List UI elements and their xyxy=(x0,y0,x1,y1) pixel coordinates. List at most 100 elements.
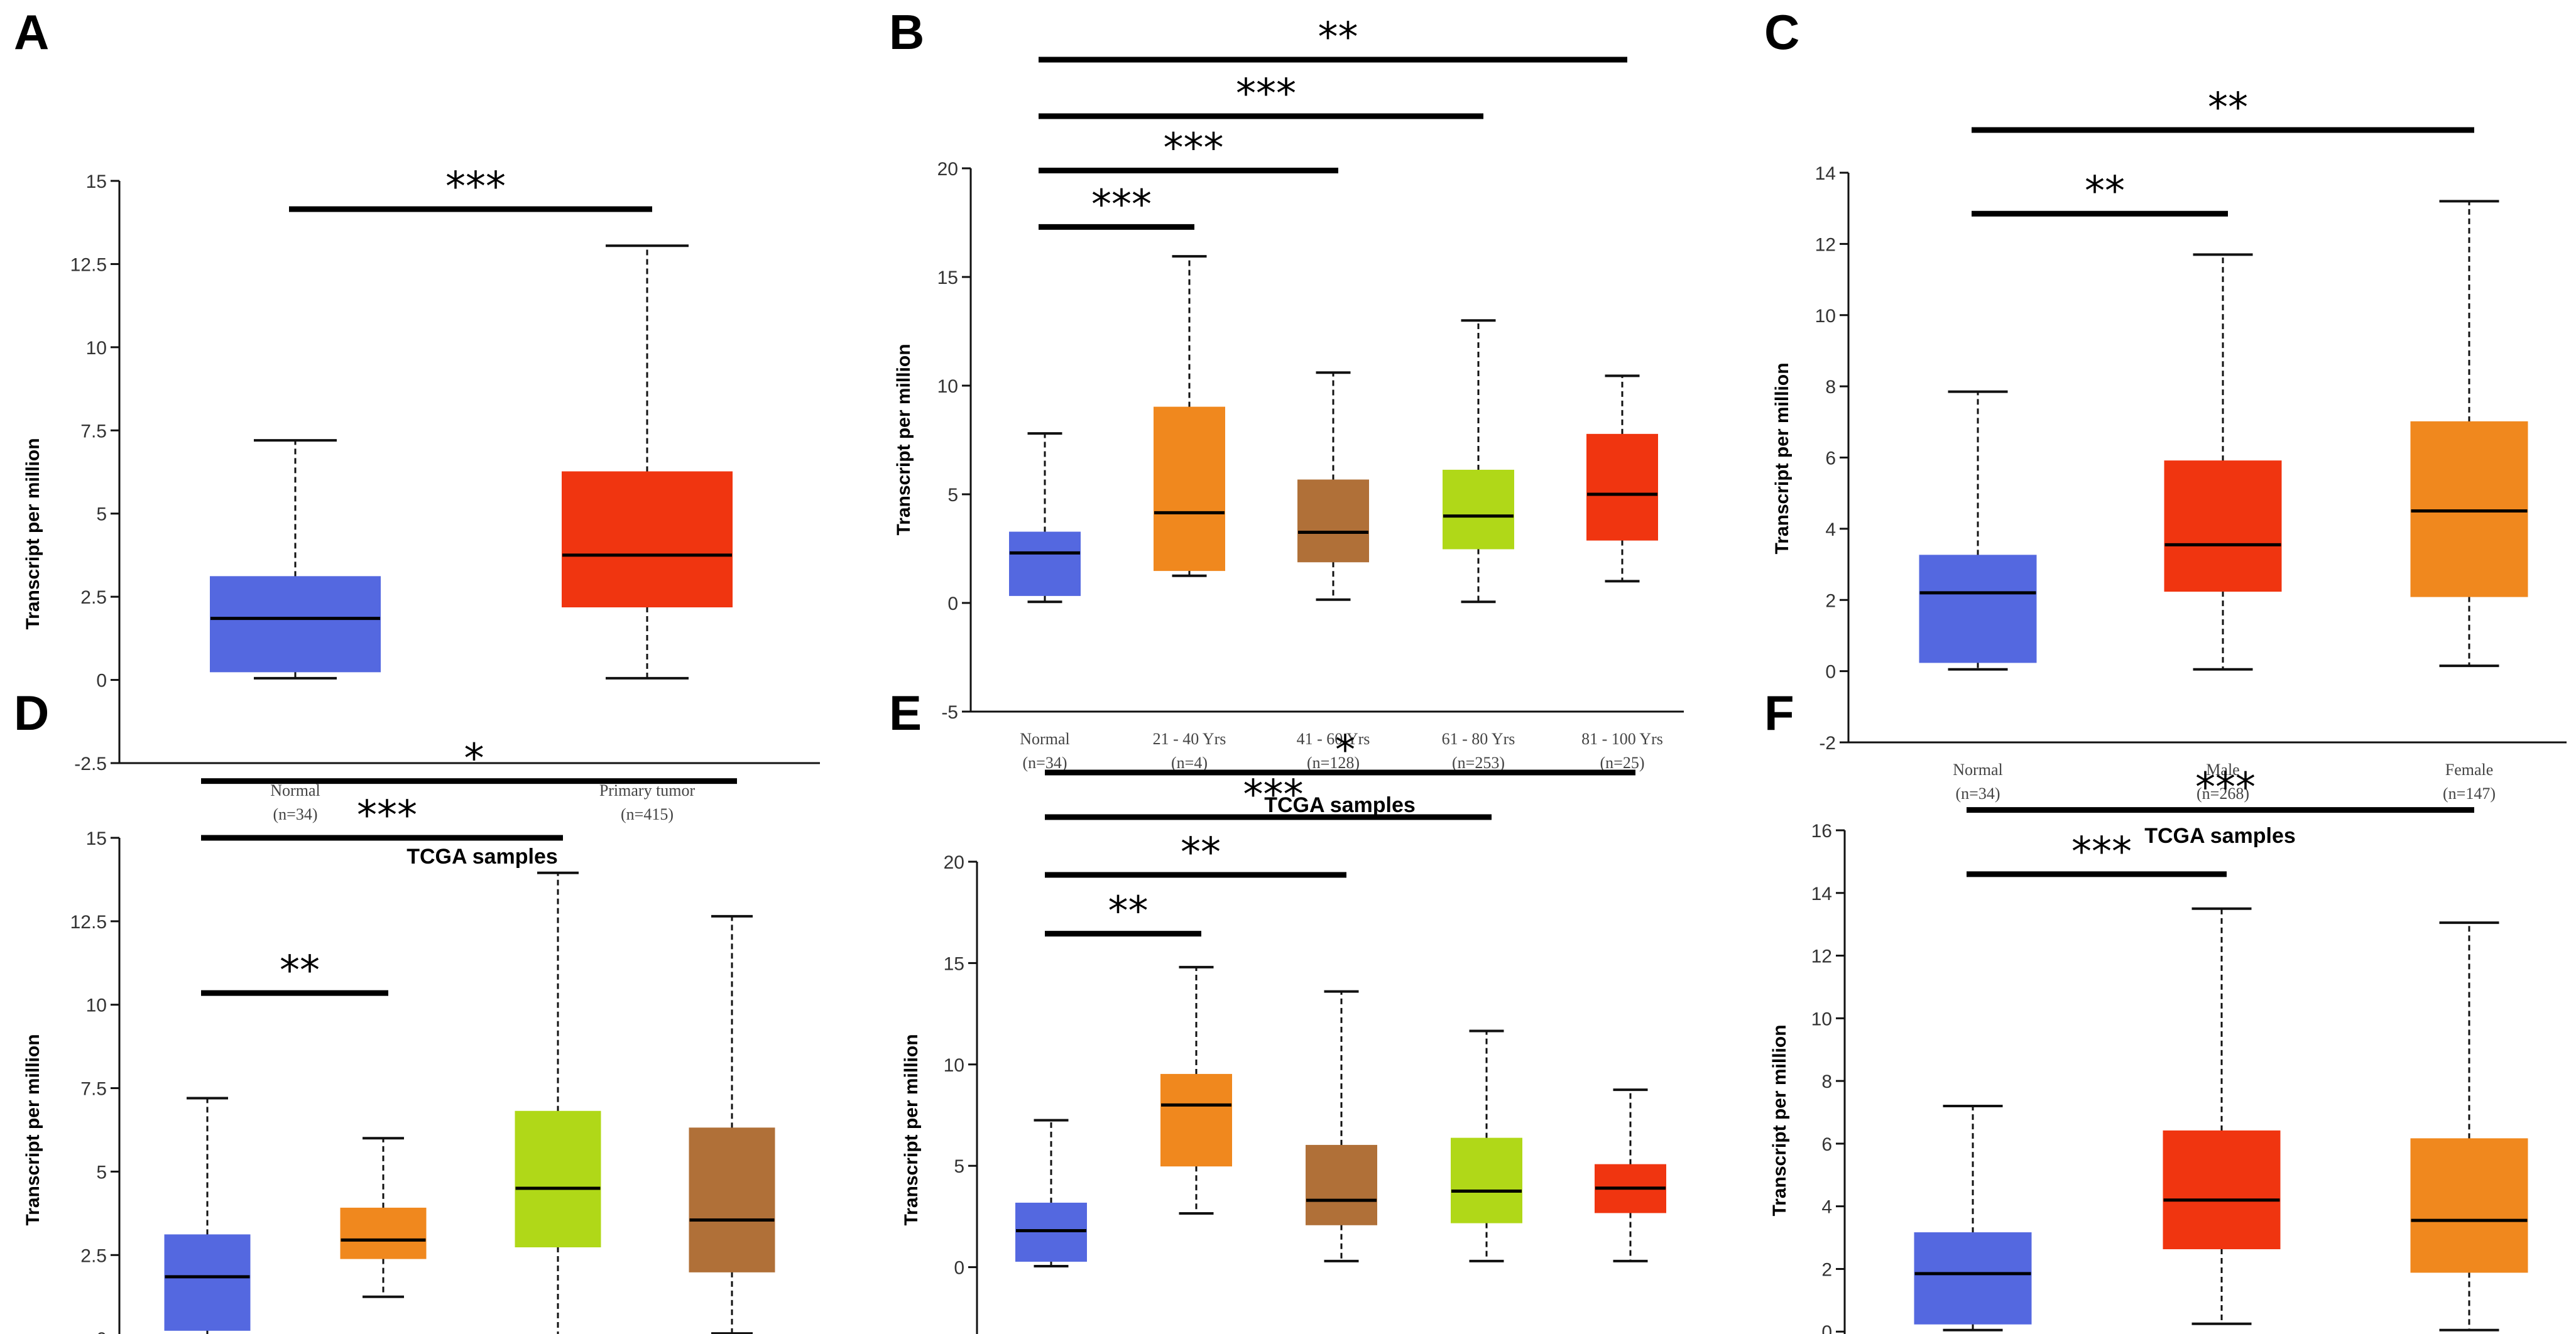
iqr-box xyxy=(2410,421,2528,597)
y-tick-label: -2.5 xyxy=(74,754,107,774)
iqr-box xyxy=(340,1207,427,1259)
significance-label: *** xyxy=(445,164,506,210)
box-normal xyxy=(1015,1119,1087,1267)
significance-label: ** xyxy=(2085,168,2125,215)
significance-label: ** xyxy=(1181,830,1221,876)
panel-letter: A xyxy=(14,4,49,60)
x-tick-count: (n=253) xyxy=(1452,754,1505,772)
y-tick-label: 8 xyxy=(1821,1071,1832,1092)
y-tick-label: -5 xyxy=(941,702,958,723)
significance-label: ** xyxy=(1318,14,1358,61)
iqr-box xyxy=(689,1127,775,1272)
y-tick-label: 20 xyxy=(944,852,964,873)
x-tick-count: (n=34) xyxy=(273,805,318,823)
x-tick-label: 61 - 80 Yrs xyxy=(1442,730,1515,748)
y-axis-title: Transcript per million xyxy=(1769,1024,1790,1216)
panel-c: C -2 0 2 4 6 8 10 12 14 Transcript per million Norm… xyxy=(1764,4,2567,848)
significance-label: ** xyxy=(2208,85,2248,131)
y-axis-title: Transcript per million xyxy=(901,1034,922,1225)
x-tick-label: Male xyxy=(2206,761,2239,779)
y-tick-label: 2 xyxy=(1825,590,1836,611)
box-grade-2 xyxy=(515,871,601,1334)
iqr-box xyxy=(1160,1073,1232,1167)
iqr-box xyxy=(1586,433,1658,541)
y-tick-label: 5 xyxy=(96,504,107,525)
y-tick-label: 12.5 xyxy=(70,254,107,275)
box-tp53-nonmutant xyxy=(2410,921,2528,1331)
y-tick-label: 8 xyxy=(1825,377,1836,398)
y-tick-label: 20 xyxy=(937,159,958,180)
iqr-box xyxy=(164,1234,251,1331)
significance-label: ** xyxy=(280,948,320,994)
y-tick-label: 10 xyxy=(86,995,107,1016)
iqr-box xyxy=(1154,406,1225,572)
significance-label: *** xyxy=(1236,71,1296,117)
y-tick-label: 12 xyxy=(1815,234,1836,255)
y-tick-label: 15 xyxy=(86,171,107,192)
panel-a: A -2.5 0 2.5 5 7.5 10 12.5 15 Transcript per mill… xyxy=(14,4,820,869)
box-stage1 xyxy=(1160,965,1232,1215)
y-axis-title: Transcript per million xyxy=(23,1034,43,1225)
significance-label: *** xyxy=(1164,125,1224,171)
x-axis-title: TCGA samples xyxy=(407,845,558,869)
y-tick-label: 2.5 xyxy=(80,1245,107,1266)
box-normal xyxy=(1919,390,2037,671)
significance-label: ** xyxy=(1108,889,1149,935)
box-primary-tumor xyxy=(562,244,733,680)
y-tick-label: 5 xyxy=(947,485,958,506)
y-tick-label: 12 xyxy=(1811,946,1832,967)
iqr-box xyxy=(1451,1137,1522,1223)
y-tick-label: 15 xyxy=(937,268,958,288)
x-tick-count: (n=34) xyxy=(1023,754,1067,772)
iqr-box xyxy=(1009,531,1081,596)
box-normal xyxy=(164,1097,251,1334)
x-tick-count: (n=34) xyxy=(1956,784,2000,803)
panel-f: F -2 0 2 4 6 8 10 12 14 16 Transcript per million No… xyxy=(1764,685,2528,1334)
y-tick-label: 15 xyxy=(944,953,964,974)
significance-label: *** xyxy=(357,793,417,839)
significance-label: *** xyxy=(2071,829,2132,876)
box-normal xyxy=(210,439,381,680)
y-axis-title: Transcript per million xyxy=(893,344,914,535)
y-tick-label: 2.5 xyxy=(80,587,107,608)
panel-letter: E xyxy=(889,685,922,740)
y-tick-label: 0 xyxy=(954,1258,964,1279)
y-axis-title: Transcript per million xyxy=(23,438,43,629)
y-tick-label: 10 xyxy=(1815,306,1836,327)
x-tick-count: (n=128) xyxy=(1307,754,1360,772)
iqr-box xyxy=(515,1110,601,1247)
box-41-60-yrs xyxy=(1297,371,1369,601)
iqr-box xyxy=(1297,479,1369,563)
y-tick-label: -2 xyxy=(1819,733,1836,754)
y-tick-label: 4 xyxy=(1821,1197,1832,1218)
x-tick-count: (n=415) xyxy=(621,805,674,823)
y-tick-label: 10 xyxy=(86,338,107,359)
y-tick-label: 10 xyxy=(944,1055,964,1076)
box-61-80-yrs xyxy=(1443,319,1514,604)
panel-letter: D xyxy=(14,685,49,740)
panel-d: D -2.5 0 2.5 5 7.5 10 12.5 15 Transcript per mill… xyxy=(14,685,775,1334)
x-axis-title: TCGA samples xyxy=(1264,793,1416,817)
x-tick-label: 81 - 100 Yrs xyxy=(1581,730,1663,748)
y-axis-title: Transcript per million xyxy=(1772,362,1793,554)
y-tick-label: 6 xyxy=(1821,1134,1832,1155)
y-tick-label: 0 xyxy=(947,594,958,614)
box-female xyxy=(2410,200,2528,668)
significance-label: * xyxy=(464,736,484,783)
box-normal xyxy=(1009,432,1081,604)
iqr-box xyxy=(562,471,733,608)
x-tick-label: Female xyxy=(2445,761,2494,779)
y-tick-label: 4 xyxy=(1825,519,1836,540)
y-tick-label: 2 xyxy=(1821,1259,1832,1280)
box-normal xyxy=(1914,1105,2032,1331)
y-tick-label: 15 xyxy=(86,828,107,849)
y-tick-label: 10 xyxy=(1811,1009,1832,1029)
iqr-box xyxy=(2164,460,2282,592)
significance-label: *** xyxy=(1243,772,1304,818)
y-tick-label: 0 xyxy=(96,1329,107,1334)
iqr-box xyxy=(1443,469,1514,550)
x-tick-count: (n=4) xyxy=(1171,754,1208,772)
box-stage4 xyxy=(1595,1088,1666,1262)
y-tick-label: 14 xyxy=(1815,163,1836,184)
